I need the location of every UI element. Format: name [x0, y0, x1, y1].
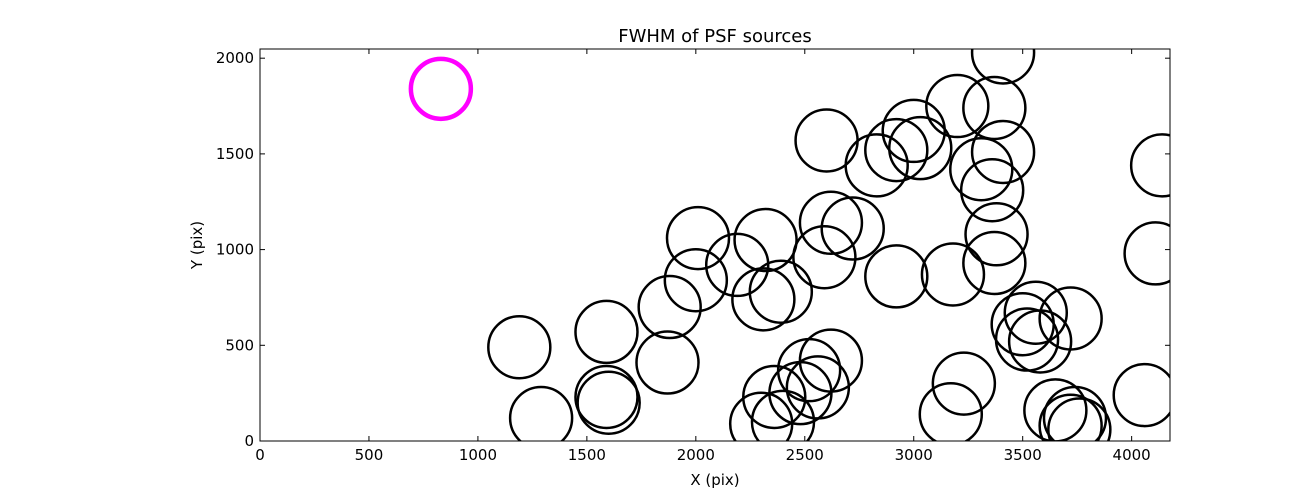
chart-title: FWHM of PSF sources [618, 26, 812, 47]
psf-source-circle [508, 385, 574, 441]
psf-source-circle [949, 136, 1014, 202]
psf-source-circle [748, 259, 814, 324]
psf-source-circle [704, 232, 770, 298]
reference-fwhm-circle [408, 56, 474, 122]
psf-source-circle [888, 115, 953, 181]
psf-source-circle [733, 207, 798, 273]
psf-source-circle [731, 267, 796, 332]
psf-source-circle [1038, 393, 1103, 441]
x-tick-label: 0 [255, 446, 265, 464]
psf-source-circle [1023, 378, 1088, 441]
psf-source-circle [1042, 385, 1108, 441]
psf-source-circle [844, 133, 909, 198]
psf-source-circle [798, 328, 864, 393]
psf-source-circle [931, 351, 997, 416]
y-tick-label: 0 [244, 432, 254, 450]
x-tick-label: 4000 [1113, 446, 1151, 464]
x-tick-label: 2000 [677, 446, 715, 464]
psf-source-circle [962, 230, 1027, 296]
data-marks [408, 49, 1170, 441]
x-tick-label: 1000 [459, 446, 497, 464]
psf-source-circle [1112, 362, 1170, 428]
psf-source-circle [574, 299, 639, 365]
psf-source-circle [970, 119, 1036, 185]
psf-source-circle [574, 364, 639, 430]
x-axis-ticks: 0 500 1000 1500 2000 2500 3000 3500 4000 [255, 49, 1151, 464]
x-tick-label: 3500 [1004, 446, 1042, 464]
psf-source-circle [663, 247, 729, 313]
psf-source-circle [1129, 133, 1170, 198]
psf-source-circle [1123, 221, 1170, 286]
y-axis-ticks: 0 500 1000 1500 2000 [216, 49, 1170, 450]
y-tick-label: 1000 [216, 241, 254, 259]
x-tick-label: 500 [355, 446, 384, 464]
y-axis-label: Y (pix) [188, 221, 206, 270]
psf-source-circle [962, 75, 1027, 141]
x-tick-label: 2500 [786, 446, 824, 464]
psf-source-circle [1038, 286, 1103, 351]
psf-source-circle [742, 364, 807, 430]
psf-source-circle [864, 117, 929, 183]
psf-source-circle [970, 49, 1036, 85]
x-tick-label: 1500 [568, 446, 606, 464]
psf-source-circle [637, 274, 702, 340]
psf-source-circle [920, 242, 986, 307]
psf-source-circle [665, 205, 731, 271]
psf-source-circle [1003, 280, 1069, 346]
psf-source-circle [959, 158, 1025, 223]
plot-frame [259, 48, 1171, 442]
psf-source-circle [925, 73, 990, 139]
psf-source-circle [792, 225, 857, 290]
psf-source-circle [964, 202, 1029, 267]
psf-source-circle [798, 190, 864, 256]
psf-source-circle [864, 244, 929, 309]
x-tick-label: 3000 [895, 446, 933, 464]
y-tick-label: 2000 [216, 49, 254, 67]
psf-source-circle [576, 370, 641, 435]
x-axis-label: X (pix) [690, 471, 739, 489]
y-tick-label: 1500 [216, 145, 254, 163]
psf-source-circle [487, 314, 552, 380]
psf-source-circle [820, 196, 885, 261]
psf-source-circle [635, 330, 700, 395]
psf-source-circle [918, 381, 984, 441]
y-tick-label: 500 [225, 336, 254, 354]
psf-source-circle [1047, 397, 1112, 441]
